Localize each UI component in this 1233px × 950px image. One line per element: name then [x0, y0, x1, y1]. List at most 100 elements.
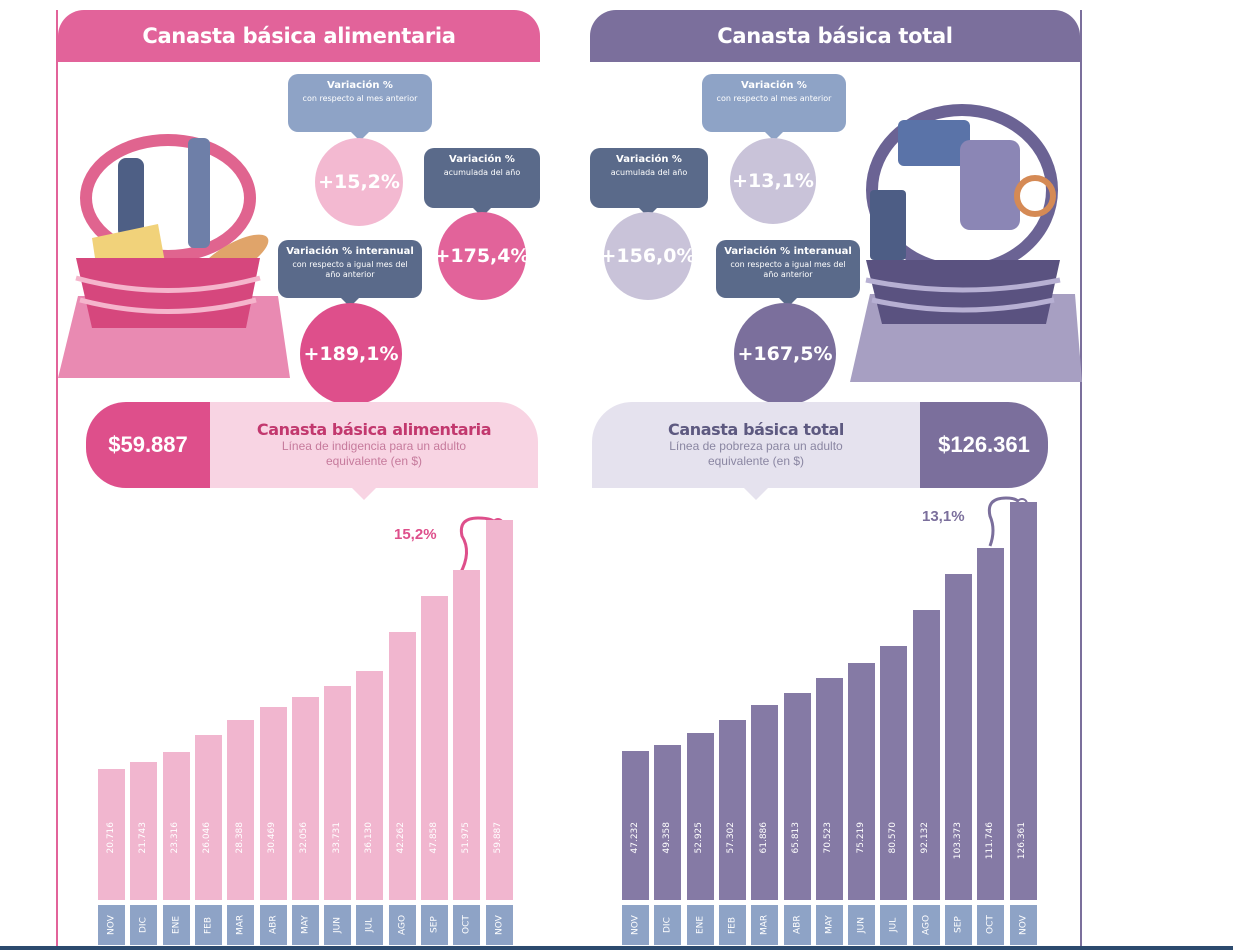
- bar: [485, 520, 513, 900]
- right-price-tag: $126.361: [920, 402, 1048, 488]
- month-label: AGO: [388, 905, 416, 945]
- month-label: AGO: [912, 905, 940, 945]
- bar-value-label: 92.132: [920, 822, 931, 854]
- month-label: ENE: [686, 905, 714, 945]
- month-label: NOV: [622, 905, 649, 945]
- bar: [783, 692, 811, 900]
- left-ytd-variation-box: Variación % acumulada del año: [424, 148, 540, 208]
- right-monthly-sub: con respecto al mes anterior: [716, 94, 832, 103]
- bar-value-label: 33.731: [331, 822, 342, 854]
- right-yoy-bubble: +167,5%: [734, 303, 836, 405]
- right-banner-title: Canasta básica total: [668, 420, 844, 439]
- month-label: MAR: [751, 905, 779, 945]
- left-monthly-sub: con respecto al mes anterior: [302, 94, 418, 103]
- month-label: ABR: [259, 905, 287, 945]
- bar: [718, 719, 746, 900]
- bar: [622, 751, 649, 900]
- right-yoy-sub: con respecto a igual mes del año anterio…: [730, 260, 846, 279]
- left-banner-title: Canasta básica alimentaria: [256, 420, 492, 439]
- bar-value-label: 47.232: [629, 822, 640, 854]
- food-basket-illustration: [58, 134, 290, 378]
- bar-value-label: 103.373: [952, 822, 963, 860]
- bar-value-label: 51.975: [460, 822, 471, 854]
- month-label: SEP: [421, 905, 448, 945]
- right-price-banner: Canasta básica total Línea de pobreza pa…: [592, 402, 1048, 500]
- bar-value-label: 111.746: [984, 822, 995, 860]
- left-pct-label: 15,2%: [394, 526, 437, 543]
- left-monthly-variation-box: Variación % con respecto al mes anterior: [288, 74, 432, 132]
- bar: [945, 574, 972, 900]
- bar: [880, 646, 908, 900]
- right-ytd-bubble: +156,0%: [600, 212, 696, 300]
- right-ytd-title: Variación %: [616, 154, 682, 165]
- bar-value-label: 36.130: [363, 822, 374, 854]
- bar-value-label: 21.743: [137, 822, 148, 854]
- month-label: JUN: [324, 905, 352, 945]
- left-banner-text: Canasta básica alimentaria Línea de indi…: [210, 402, 538, 488]
- month-label: JUL: [356, 905, 384, 945]
- bar: [912, 609, 940, 900]
- bar: [227, 719, 255, 900]
- right-ytd-variation-box: Variación % acumulada del año: [590, 148, 708, 208]
- bar-value-label: 42.262: [396, 822, 407, 854]
- bar-value-label: 65.813: [791, 822, 801, 854]
- left-price-tag: $59.887: [86, 402, 210, 488]
- month-label: OCT: [453, 905, 481, 945]
- bar-value-label: 57.302: [726, 822, 737, 854]
- bar: [259, 706, 287, 900]
- month-label: NOV: [485, 905, 513, 945]
- bar: [815, 677, 843, 900]
- right-pct-label: 13,1%: [922, 508, 965, 525]
- month-label: DIC: [654, 905, 682, 945]
- left-monthly-title: Variación %: [327, 80, 393, 91]
- bar: [751, 705, 779, 900]
- bar: [291, 696, 319, 900]
- bar: [162, 752, 190, 900]
- month-label: ENE: [162, 905, 190, 945]
- bar: [421, 596, 448, 900]
- bar: [356, 670, 384, 900]
- month-label: NOV: [1009, 905, 1037, 945]
- left-panel: Canasta básica alimentaria: [56, 10, 540, 950]
- left-yoy-title: Variación % interanual: [286, 246, 414, 257]
- bar-value-label: 49.358: [661, 822, 672, 854]
- month-label: JUL: [880, 905, 908, 945]
- bottom-divider: [0, 946, 1233, 950]
- bar-value-label: 52.925: [694, 822, 705, 854]
- right-monthly-title: Variación %: [741, 80, 807, 91]
- left-price-banner: $59.887 Canasta básica alimentaria Línea…: [86, 402, 540, 500]
- right-monthly-variation-box: Variación % con respecto al mes anterior: [702, 74, 846, 132]
- left-yoy-bubble: +189,1%: [300, 303, 402, 405]
- right-banner-sub: Línea de pobreza para un adulto equivale…: [669, 439, 843, 468]
- month-label: SEP: [945, 905, 972, 945]
- month-label: JUN: [848, 905, 876, 945]
- right-header: Canasta básica total: [590, 10, 1080, 62]
- bar-value-label: 126.361: [1017, 822, 1028, 860]
- bar-value-label: 61.886: [758, 822, 769, 854]
- month-label: FEB: [194, 905, 222, 945]
- bar: [194, 734, 222, 900]
- bar: [388, 631, 416, 900]
- bar-value-label: 28.388: [234, 822, 245, 854]
- bar-value-label: 59.887: [493, 822, 504, 854]
- right-ytd-sub: acumulada del año: [610, 168, 688, 177]
- left-ytd-bubble: +175,4%: [434, 212, 530, 300]
- total-basket-illustration: [850, 104, 1082, 382]
- month-label: DIC: [130, 905, 158, 945]
- right-panel: Canasta básica total: [590, 10, 1082, 950]
- bar-value-label: 23.316: [170, 822, 181, 854]
- left-ytd-sub: acumulada del año: [443, 168, 521, 177]
- bar: [686, 733, 714, 900]
- bar: [848, 663, 876, 900]
- bar: [130, 762, 158, 900]
- left-ytd-title: Variación %: [449, 154, 515, 165]
- bar-value-label: 80.570: [887, 822, 898, 854]
- left-monthly-bubble: +15,2%: [315, 138, 403, 226]
- bar-value-label: 26.046: [202, 822, 213, 854]
- right-yoy-variation-box: Variación % interanual con respecto a ig…: [716, 240, 860, 298]
- month-label: NOV: [98, 905, 125, 945]
- month-label: MAY: [291, 905, 319, 945]
- left-yoy-variation-box: Variación % interanual con respecto a ig…: [278, 240, 422, 298]
- bar-value-label: 70.523: [823, 822, 834, 854]
- bar: [654, 744, 682, 900]
